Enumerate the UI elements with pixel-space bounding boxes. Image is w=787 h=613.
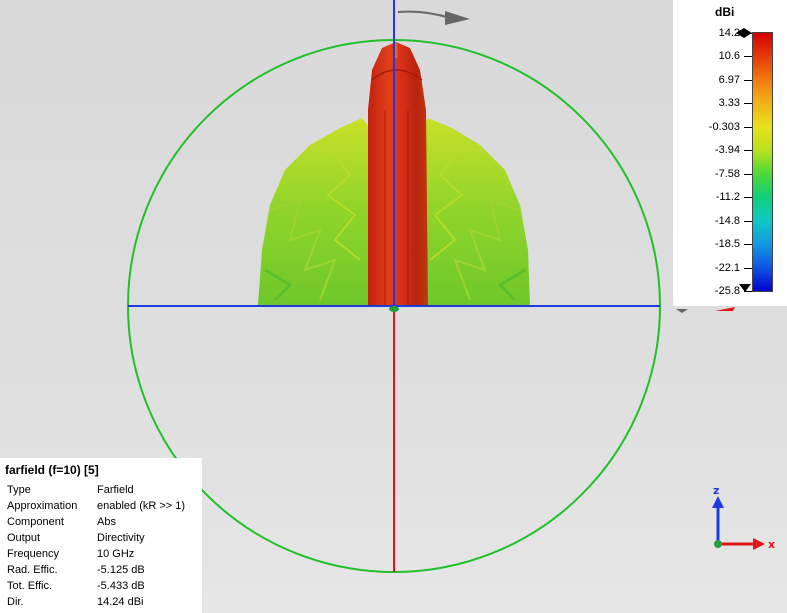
colorbar-tick-label: -3.94 — [714, 144, 740, 157]
colorbar-tick-mark — [744, 173, 752, 175]
info-value: Directivity — [97, 532, 145, 544]
info-value: Farfield — [97, 484, 134, 496]
colorbar-tick-mark — [744, 291, 752, 292]
colorbar-tick-mark — [744, 79, 752, 81]
colorbar-max-marker-icon — [736, 28, 752, 38]
colorbar-tick-mark — [744, 267, 752, 269]
colorbar-tick-label: -14.8 — [714, 214, 740, 227]
colorbar-tick-mark — [744, 220, 752, 222]
colorbar-tick-label: -18.5 — [714, 238, 740, 251]
colorbar-tick-mark — [744, 56, 752, 58]
info-key: Tot. Effic. — [7, 580, 53, 592]
info-key: Approximation — [7, 500, 78, 512]
info-value: Abs — [97, 516, 116, 528]
colorbar-tick-label: 3.33 — [718, 97, 740, 110]
colorbar-legend: dBi 14.2 10.6 6.97 3.33 -0.303 -3.94 -7.58 -11.… — [673, 0, 787, 306]
info-value: 14.24 dBi — [97, 596, 144, 608]
info-key: Rad. Effic. — [7, 564, 58, 576]
colorbar-tick-mark — [744, 197, 752, 199]
colorbar-tick-label: -7.58 — [714, 167, 740, 180]
rotation-arrow-icon — [397, 10, 451, 19]
info-title: farfield (f=10) [5] — [5, 463, 99, 477]
colorbar-tick-mark — [744, 150, 752, 152]
colorbar-tick-label: 10.6 — [718, 50, 740, 63]
info-key: Frequency — [7, 548, 59, 560]
info-value: -5.433 dB — [97, 580, 145, 592]
colorbar-tick-label: -0.303 — [708, 120, 740, 133]
colorbar-tick-label: -25.8 — [714, 285, 740, 297]
main-lobe — [368, 42, 428, 305]
colorbar-tick-label: -11.2 — [715, 191, 740, 204]
info-key: Dir. — [7, 596, 24, 608]
colorbar-unit: dBi — [715, 5, 735, 19]
side-lobes — [258, 118, 530, 305]
farfield-info-panel: farfield (f=10) [5] Type Farfield Approxim… — [0, 458, 202, 613]
colorbar-tick-mark — [744, 126, 752, 128]
axes-triad: z x — [712, 484, 775, 551]
info-value: 10 GHz — [97, 548, 135, 560]
colorbar-tick-mark — [744, 103, 752, 105]
z-axis-label: z — [713, 484, 719, 497]
x-axis-label: x — [768, 538, 775, 551]
colorbar-tick-label: 14.2 — [718, 27, 740, 39]
origin-marker — [389, 306, 399, 312]
info-value: enabled (kR >> 1) — [97, 500, 186, 512]
rotation-arrowhead-icon — [445, 11, 470, 25]
info-key: Type — [7, 484, 31, 496]
colorbar-min-marker-icon — [739, 284, 751, 292]
info-value: -5.125 dB — [97, 564, 145, 576]
edge-marker-red-icon — [715, 307, 735, 311]
info-key: Component — [7, 516, 64, 528]
colorbar-gradient — [752, 32, 773, 292]
edge-marker-icon — [676, 309, 688, 313]
colorbar-tick-label: 6.97 — [718, 73, 740, 86]
colorbar-tick-mark — [744, 244, 752, 246]
colorbar-tick-label: -22.1 — [714, 261, 740, 274]
info-key: Output — [7, 532, 41, 544]
